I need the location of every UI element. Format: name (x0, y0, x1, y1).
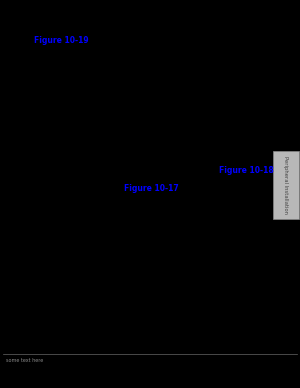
Text: Figure 10-17: Figure 10-17 (124, 184, 179, 193)
FancyBboxPatch shape (273, 151, 298, 219)
Text: Figure 10-18: Figure 10-18 (219, 166, 274, 175)
Text: Figure 10-19: Figure 10-19 (34, 36, 89, 45)
Text: Peripheral Installation: Peripheral Installation (284, 156, 288, 215)
Text: some text here: some text here (6, 358, 43, 362)
